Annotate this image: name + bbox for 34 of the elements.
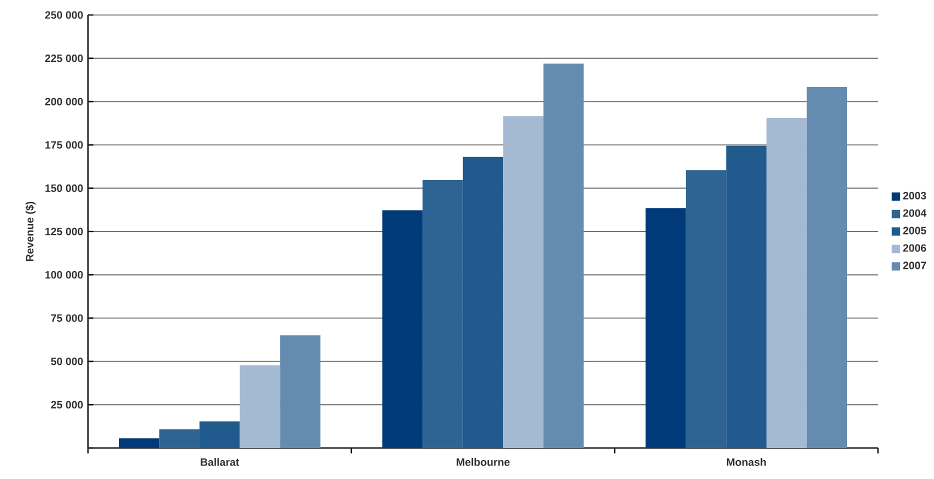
bar xyxy=(766,118,807,448)
bar xyxy=(382,210,423,448)
y-tick-label: 200 000 xyxy=(45,98,83,106)
y-tick-label: 50 000 xyxy=(51,358,83,366)
legend-label: 2004 xyxy=(903,209,926,217)
bar xyxy=(200,421,240,448)
bar xyxy=(806,87,848,448)
x-tick-label: Melbourne xyxy=(456,458,510,466)
bar xyxy=(118,438,160,448)
bar xyxy=(280,335,320,448)
bar xyxy=(686,170,726,448)
bar xyxy=(503,116,544,448)
legend-label: 2006 xyxy=(903,244,926,252)
y-tick-label: 175 000 xyxy=(45,141,83,149)
y-tick-label: 100 000 xyxy=(45,271,83,279)
bar xyxy=(240,365,280,448)
y-tick-label: 150 000 xyxy=(45,184,83,192)
bar xyxy=(543,64,584,448)
y-tick-label: 75 000 xyxy=(51,314,83,322)
y-tick-label: 250 000 xyxy=(45,11,83,19)
y-tick-label: 125 000 xyxy=(45,228,83,236)
y-tick-label: 25 000 xyxy=(51,400,83,408)
x-tick-label: Monash xyxy=(726,458,766,466)
bar xyxy=(159,429,200,448)
legend-label: 2007 xyxy=(903,262,926,270)
x-tick-label: Ballarat xyxy=(200,458,240,466)
legend-label: 2003 xyxy=(903,192,926,200)
bar xyxy=(422,180,463,448)
bar xyxy=(646,208,686,448)
bar xyxy=(462,156,504,448)
legend-label: 2005 xyxy=(903,226,926,234)
bar xyxy=(726,146,766,448)
y-tick-label: 225 000 xyxy=(45,54,83,62)
y-axis-title: Revenue ($) xyxy=(25,202,36,262)
